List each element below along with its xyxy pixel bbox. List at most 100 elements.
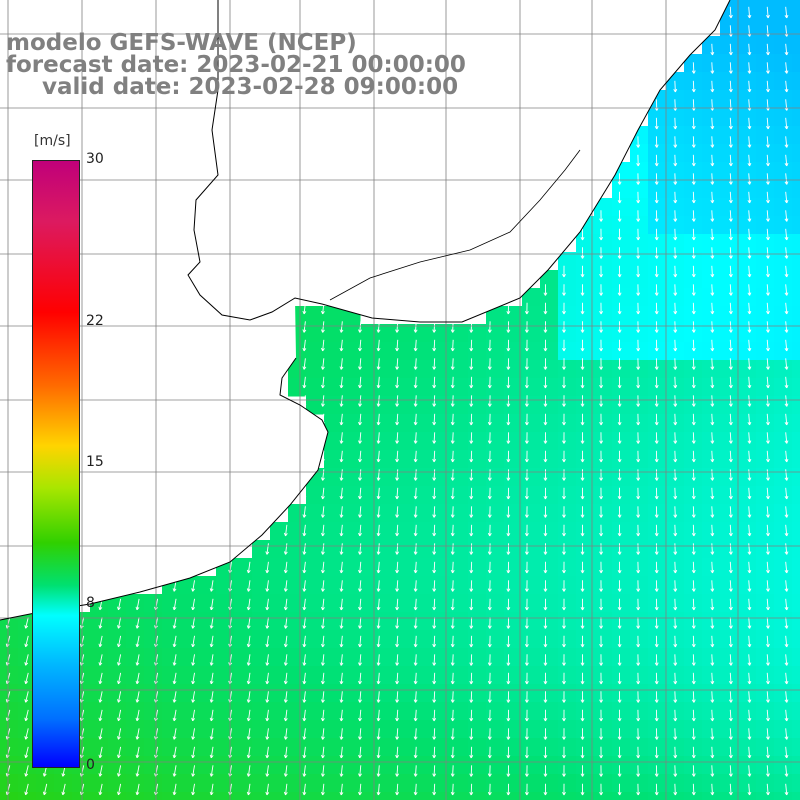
wind-arrow (339, 469, 344, 481)
wind-arrow (543, 672, 548, 685)
wind-cell (648, 252, 667, 271)
colorbar-tick-label: 15 (86, 454, 104, 470)
wind-cell (378, 396, 397, 415)
wind-arrow (358, 709, 362, 722)
wind-cell (0, 774, 19, 793)
wind-cell (90, 684, 109, 703)
wind-cell (306, 522, 325, 541)
wind-cell (252, 648, 271, 667)
wind-arrow (339, 450, 344, 463)
wind-arrow (302, 321, 307, 333)
wind-cell (198, 648, 217, 667)
wind-cell (702, 486, 721, 505)
wind-cell (792, 720, 800, 739)
wind-cell (792, 72, 800, 91)
wind-cell (378, 666, 397, 685)
wind-arrow (413, 339, 418, 352)
wind-arrow (302, 561, 307, 574)
wind-cell (756, 126, 775, 145)
wind-cell (630, 288, 649, 307)
wind-arrow (784, 746, 789, 759)
wind-arrow (339, 543, 344, 555)
wind-arrow (654, 654, 659, 666)
wind-arrow (358, 598, 362, 611)
wind-cell (738, 18, 757, 37)
wind-cell (792, 54, 800, 73)
wind-arrow (135, 783, 140, 796)
wind-cell (252, 720, 271, 739)
wind-cell (666, 792, 685, 800)
wind-cell (756, 666, 775, 685)
wind-cell (756, 324, 775, 343)
wind-arrow (487, 783, 492, 796)
wind-cell (792, 144, 800, 163)
wind-cell (540, 324, 559, 343)
wind-arrow (691, 709, 696, 722)
wind-cell (450, 432, 469, 451)
wind-cell (342, 396, 361, 415)
wind-cell (648, 522, 667, 541)
wind-cell (18, 684, 37, 703)
wind-cell (792, 648, 800, 667)
wind-arrow (580, 746, 585, 759)
wind-cell (360, 342, 379, 361)
wind-cell (306, 540, 325, 559)
wind-arrow (654, 432, 659, 444)
wind-arrow (710, 265, 715, 278)
wind-cell (702, 306, 721, 325)
wind-cell (738, 234, 757, 253)
wind-cell (540, 756, 559, 775)
wind-arrow (766, 395, 770, 407)
wind-cell (702, 576, 721, 595)
wind-arrow (599, 265, 603, 278)
wind-cell (396, 558, 415, 577)
wind-arrow (728, 376, 733, 389)
wind-cell (594, 594, 613, 613)
wind-cell (414, 378, 433, 397)
wind-cell (720, 594, 739, 613)
wind-arrow (246, 561, 251, 574)
wind-arrow (766, 247, 770, 259)
wind-cell (468, 720, 487, 739)
wind-cell (342, 432, 361, 451)
wind-arrow (320, 358, 325, 370)
wind-cell (774, 432, 793, 451)
wind-arrow (506, 469, 511, 481)
wind-cell (342, 468, 361, 487)
wind-cell (648, 144, 667, 163)
wind-cell (144, 756, 163, 775)
wind-cell (630, 540, 649, 559)
wind-arrow (710, 395, 715, 407)
wind-arrow (654, 506, 659, 518)
wind-arrow (562, 302, 566, 315)
wind-cell (342, 666, 361, 685)
wind-cell (306, 612, 325, 631)
wind-cell (576, 720, 595, 739)
wind-arrow (728, 302, 733, 315)
wind-cell (594, 558, 613, 577)
wind-cell (540, 468, 559, 487)
wind-cell (324, 792, 343, 800)
wind-cell (756, 198, 775, 217)
wind-arrow (450, 654, 455, 666)
wind-cell (576, 360, 595, 379)
wind-cell (126, 774, 145, 793)
wind-cell (612, 792, 631, 800)
wind-arrow (710, 173, 715, 185)
wind-arrow (246, 728, 251, 740)
wind-cell (468, 342, 487, 361)
wind-arrow (617, 302, 622, 315)
wind-arrow (413, 709, 418, 722)
wind-cell (594, 792, 613, 800)
wind-cell (252, 540, 271, 559)
wind-cell (792, 324, 800, 343)
wind-cell (450, 504, 469, 523)
wind-cell (630, 360, 649, 379)
wind-arrow (209, 617, 214, 629)
wind-cell (756, 720, 775, 739)
wind-arrow (543, 783, 548, 796)
wind-cell (414, 432, 433, 451)
wind-arrow (673, 635, 678, 648)
wind-arrow (432, 617, 437, 629)
wind-cell (774, 684, 793, 703)
